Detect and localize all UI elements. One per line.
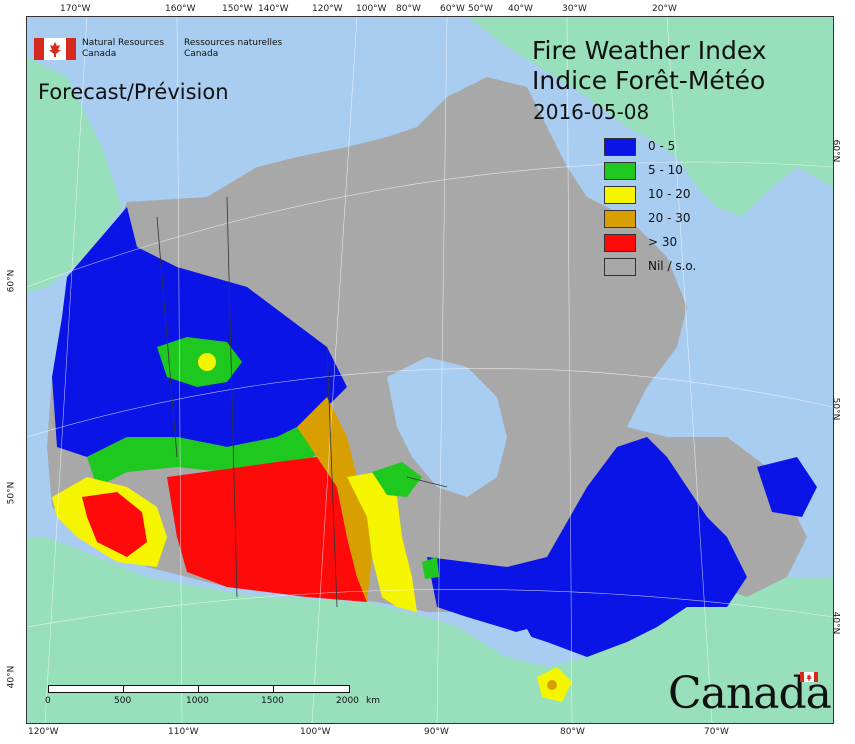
- legend-swatch: [604, 258, 636, 276]
- scale-segment: [123, 685, 200, 693]
- legend-label: > 30: [648, 235, 678, 249]
- graticule-label-top: 20°W: [652, 4, 677, 14]
- graticule-label-right: 40°N: [830, 611, 841, 635]
- graticule-label-bottom: 120°W: [28, 727, 59, 737]
- scale-segment: [48, 685, 125, 693]
- map-date: 2016-05-08: [533, 100, 650, 124]
- usa-land: [27, 537, 833, 723]
- great-lakes: [497, 629, 537, 657]
- agency-name-fr-line1: Ressources naturelles: [184, 38, 283, 48]
- fwi-0-5-east: [427, 437, 747, 657]
- legend-label: Nil / s.o.: [648, 259, 697, 273]
- map-title-fr: Indice Forêt-Météo: [532, 66, 766, 95]
- graticule-label-top: 170°W: [60, 4, 91, 14]
- graticule-label-left: 40°N: [6, 665, 17, 689]
- canada-flag-icon: [34, 38, 76, 60]
- scale-label: 1500: [261, 696, 284, 706]
- legend-swatch: [604, 186, 636, 204]
- graticule-label-bottom: 110°W: [168, 727, 199, 737]
- fwi-5-10-ontario: [422, 557, 439, 579]
- fwi-10-20-manitoba: [347, 472, 417, 612]
- fwi-20-30-south-ontario: [547, 680, 557, 690]
- graticule-label-top: 30°W: [562, 4, 587, 14]
- agency-name-en-line2: Canada: [82, 49, 117, 59]
- fwi-0-5-west: [52, 207, 347, 457]
- graticule-label-right: 50°N: [830, 397, 841, 421]
- greenland-land: [467, 17, 833, 217]
- agency-name-en-line1: Natural Resources: [82, 38, 165, 48]
- legend-label: 10 - 20: [648, 187, 691, 201]
- wordmark-flag-icon: [800, 672, 818, 682]
- legend-swatch: [604, 138, 636, 156]
- legend-swatch: [604, 210, 636, 228]
- fwi-gt30-prairies: [167, 457, 367, 602]
- graticule-label-top: 40°W: [508, 4, 533, 14]
- legend-swatch: [604, 234, 636, 252]
- graticule-lines: [27, 17, 833, 723]
- map-title: Fire Weather Index Indice Forêt-Météo: [532, 36, 767, 96]
- graticule-label-bottom: 90°W: [424, 727, 449, 737]
- graticule-label-top: 150°W: [222, 4, 253, 14]
- fwi-20-30-band: [297, 397, 372, 602]
- graticule-label-bottom: 80°W: [560, 727, 585, 737]
- scale-unit: km: [366, 696, 380, 706]
- alaska-land: [27, 57, 122, 292]
- fwi-10-20-spot-north: [198, 353, 216, 371]
- scale-label: 2000: [336, 696, 359, 706]
- fwi-gt30-bc: [82, 492, 147, 557]
- legend-swatch: [604, 162, 636, 180]
- legend-label: 5 - 10: [648, 163, 683, 177]
- fwi-5-10-manitoba-north: [372, 462, 422, 497]
- graticule-label-bottom: 100°W: [300, 727, 331, 737]
- graticule-label-top: 140°W: [258, 4, 289, 14]
- graticule-label-top: 80°W: [396, 4, 421, 14]
- graticule-label-bottom: 70°W: [704, 727, 729, 737]
- scale-segment: [198, 685, 275, 693]
- graticule-label-top: 50°W: [468, 4, 493, 14]
- hudson-bay: [387, 357, 507, 497]
- legend-label: 0 - 5: [648, 139, 676, 153]
- graticule-label-top: 120°W: [312, 4, 343, 14]
- map-title-en: Fire Weather Index: [532, 36, 767, 65]
- map-svg: [27, 17, 833, 723]
- graticule-label-top: 160°W: [165, 4, 196, 14]
- graticule-label-top: 100°W: [356, 4, 387, 14]
- scale-segment: [273, 685, 350, 693]
- scale-label: 1000: [186, 696, 209, 706]
- legend-label: 20 - 30: [648, 211, 691, 225]
- graticule-label-left: 50°N: [6, 481, 17, 505]
- scale-label: 500: [114, 696, 132, 706]
- scale-label: 0: [45, 696, 51, 706]
- province-borders: [156, 196, 448, 608]
- graticule-label-top: 60°W: [440, 4, 465, 14]
- fwi-0-5-newfoundland: [757, 457, 817, 517]
- graticule-label-left: 60°N: [6, 269, 17, 293]
- map-canvas: [26, 16, 834, 724]
- agency-name-fr-line2: Canada: [184, 49, 219, 59]
- graticule-label-right: 60°N: [830, 139, 841, 163]
- forecast-label: Forecast/Prévision: [38, 80, 229, 104]
